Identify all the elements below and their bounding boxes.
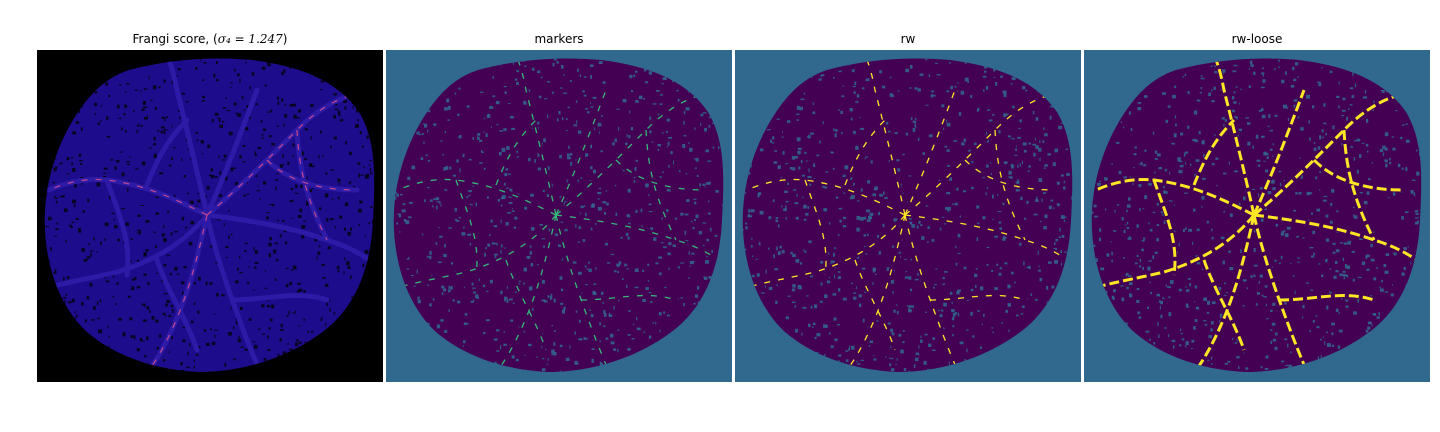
markers-image bbox=[386, 50, 732, 382]
panel-title-frangi: Frangi score, (σ₄ = 1.247) bbox=[132, 32, 288, 46]
panel-title-rw-loose: rw-loose bbox=[1231, 32, 1283, 46]
rw-loose-image bbox=[1084, 50, 1430, 382]
frangi-score-image bbox=[37, 50, 383, 382]
panel-title-markers: markers bbox=[534, 32, 584, 46]
rw-image bbox=[735, 50, 1081, 382]
panel-title-rw: rw bbox=[900, 32, 916, 46]
